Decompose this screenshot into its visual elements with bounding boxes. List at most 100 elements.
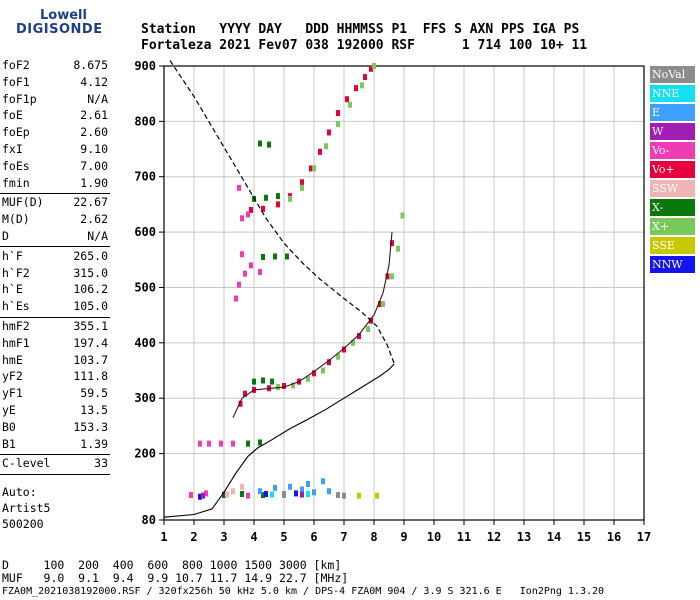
data-point xyxy=(288,483,292,490)
legend-item: NNW xyxy=(650,256,695,273)
param-label: D xyxy=(2,229,9,243)
data-point xyxy=(261,492,265,499)
data-point xyxy=(282,490,286,497)
data-point xyxy=(189,492,193,499)
data-point xyxy=(258,140,262,147)
trace-ssw xyxy=(225,483,244,498)
y-tick-label: 80 xyxy=(142,513,156,527)
data-point xyxy=(243,270,247,277)
legend-item: Vo- xyxy=(650,142,695,159)
param-label: hmF2 xyxy=(2,319,30,333)
param-label: h`F2 xyxy=(2,265,30,280)
data-point xyxy=(378,301,382,308)
param-value: 8.675 xyxy=(73,58,108,72)
param-separator xyxy=(0,473,110,475)
dashed-curve xyxy=(169,60,395,365)
legend-item: W xyxy=(650,123,695,140)
data-point xyxy=(273,484,277,491)
y-tick-label: 500 xyxy=(134,280,156,294)
data-point xyxy=(234,295,238,302)
param-row: M(D) 2.62 xyxy=(2,212,108,228)
data-point xyxy=(240,483,244,490)
param-value: 33 xyxy=(94,456,108,471)
data-point xyxy=(222,492,226,499)
param-separator xyxy=(0,453,110,455)
data-point xyxy=(273,253,277,260)
param-row: yF2 111.8 xyxy=(2,369,108,385)
y-tick-label: 300 xyxy=(134,391,156,405)
data-point xyxy=(276,201,280,208)
param-row: fxI 9.10 xyxy=(2,142,108,158)
legend-item: X+ xyxy=(650,218,695,235)
data-point xyxy=(291,382,295,389)
param-row: foF1p N/A xyxy=(2,92,108,108)
data-point xyxy=(258,488,262,495)
data-point xyxy=(243,390,247,397)
data-point xyxy=(327,488,331,495)
x-tick-label: 12 xyxy=(487,530,501,544)
param-value: 355.1 xyxy=(73,319,108,333)
data-point xyxy=(237,281,241,288)
param-value: 1.39 xyxy=(80,436,108,451)
y-tick-label: 400 xyxy=(134,336,156,350)
trace-w xyxy=(201,491,304,499)
data-point xyxy=(225,491,229,498)
data-point xyxy=(306,481,310,488)
param-value: 2.60 xyxy=(80,125,108,140)
legend-item: NoVal xyxy=(650,66,695,83)
param-separator xyxy=(0,192,110,194)
data-point xyxy=(366,325,370,332)
trace-nnw xyxy=(198,490,298,500)
param-value: 22.67 xyxy=(73,195,108,210)
data-point xyxy=(351,339,355,346)
data-point xyxy=(327,359,331,366)
data-point xyxy=(357,333,361,340)
data-point xyxy=(270,491,274,498)
legend-item: E xyxy=(650,104,695,121)
y-tick-label: 800 xyxy=(134,114,156,128)
data-point xyxy=(390,240,394,247)
data-point xyxy=(348,101,352,108)
param-row: h`F 265.0 xyxy=(2,249,108,265)
data-point xyxy=(201,492,205,499)
data-point xyxy=(321,367,325,374)
param-value: 9.10 xyxy=(80,142,108,156)
data-point xyxy=(336,353,340,360)
data-point xyxy=(237,184,241,191)
param-row: B1 1.39 xyxy=(2,437,108,453)
x-tick-label: 3 xyxy=(220,530,227,544)
param-label: yE xyxy=(2,403,16,417)
param-value: 153.3 xyxy=(73,419,108,434)
data-point xyxy=(282,383,286,390)
param-label: fmin xyxy=(2,175,30,190)
x-tick-label: 14 xyxy=(547,530,561,544)
param-label: M(D) xyxy=(2,212,30,227)
data-point xyxy=(300,486,304,493)
x-tick-label: 15 xyxy=(577,530,591,544)
param-value: 106.2 xyxy=(73,282,108,297)
trace-x- xyxy=(276,63,405,391)
data-point xyxy=(198,440,202,447)
data-point xyxy=(369,65,373,72)
param-value: 1.90 xyxy=(80,175,108,190)
x-tick-label: 2 xyxy=(190,530,197,544)
data-point xyxy=(246,492,250,499)
legend-item: Vo+ xyxy=(650,161,695,178)
param-label: foEs xyxy=(2,158,30,173)
param-row: foEp 2.60 xyxy=(2,125,108,141)
param-value: N/A xyxy=(87,91,108,106)
data-point xyxy=(309,165,313,172)
data-point xyxy=(294,490,298,497)
data-point xyxy=(336,110,340,117)
data-point xyxy=(249,262,253,269)
data-point xyxy=(231,440,235,447)
header-labels: Station YYYY DAY DDD HHMMSS P1 FFS S AXN… xyxy=(141,22,580,37)
x-tick-label: 9 xyxy=(400,530,407,544)
data-point xyxy=(357,492,361,499)
param-row: B0 153.3 xyxy=(2,420,108,436)
param-row: fmin 1.90 xyxy=(2,176,108,192)
x-tick-label: 13 xyxy=(517,530,531,544)
x-tick-label: 17 xyxy=(637,530,651,544)
data-point xyxy=(336,121,340,128)
data-point xyxy=(385,273,390,280)
